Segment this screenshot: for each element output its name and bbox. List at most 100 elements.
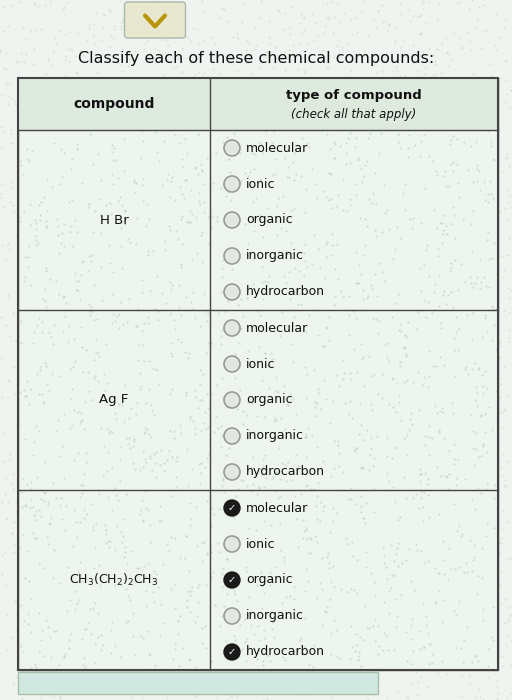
Point: [442, 174, 451, 185]
Point: [427, 602, 435, 613]
Point: [263, 129, 271, 140]
Point: [293, 513, 302, 524]
Point: [420, 69, 429, 80]
Point: [113, 444, 121, 455]
Point: [369, 405, 377, 416]
Point: [242, 667, 250, 678]
Point: [109, 178, 117, 190]
Point: [351, 445, 359, 456]
Point: [42, 352, 50, 363]
Point: [117, 580, 125, 591]
Point: [2, 580, 10, 591]
Point: [459, 656, 467, 667]
Point: [304, 468, 312, 479]
Point: [242, 187, 250, 198]
Point: [262, 652, 270, 663]
Point: [41, 0, 49, 10]
Point: [480, 433, 488, 444]
Point: [495, 537, 503, 548]
Point: [384, 25, 392, 36]
Point: [437, 580, 445, 591]
Point: [268, 292, 276, 303]
Point: [289, 304, 297, 316]
Text: organic: organic: [246, 573, 293, 587]
Point: [439, 176, 447, 187]
Point: [357, 164, 366, 175]
Point: [124, 615, 132, 626]
Point: [419, 530, 428, 541]
Point: [451, 249, 459, 260]
Point: [345, 329, 353, 340]
Point: [431, 562, 439, 573]
Point: [75, 187, 83, 198]
Point: [317, 608, 325, 620]
Point: [428, 584, 436, 596]
Point: [484, 226, 493, 237]
Point: [505, 325, 512, 336]
Point: [48, 447, 56, 458]
Point: [187, 36, 195, 47]
Point: [105, 41, 114, 52]
Point: [430, 535, 438, 546]
Point: [359, 635, 367, 646]
Point: [331, 401, 339, 412]
Point: [218, 324, 226, 335]
Point: [132, 652, 140, 664]
Point: [444, 60, 452, 71]
Point: [189, 22, 197, 33]
Point: [151, 126, 159, 137]
Point: [124, 590, 133, 601]
Point: [229, 491, 237, 503]
Point: [268, 473, 276, 484]
Point: [340, 8, 348, 19]
Point: [75, 275, 83, 286]
Point: [103, 424, 112, 435]
Point: [115, 653, 123, 664]
Point: [42, 216, 50, 227]
Point: [260, 624, 268, 636]
Point: [472, 189, 480, 200]
Point: [132, 414, 140, 426]
Point: [442, 181, 451, 192]
Point: [480, 26, 488, 37]
Point: [193, 38, 201, 49]
Point: [331, 138, 339, 149]
Point: [220, 655, 228, 666]
Point: [420, 223, 428, 234]
Point: [482, 118, 490, 129]
Point: [328, 506, 336, 517]
Point: [395, 640, 403, 651]
Point: [229, 179, 238, 190]
Point: [186, 478, 194, 489]
Point: [479, 396, 487, 407]
Point: [89, 88, 97, 99]
Point: [4, 98, 12, 109]
Point: [328, 202, 336, 214]
Point: [309, 607, 317, 618]
Point: [470, 560, 478, 571]
Point: [388, 622, 396, 634]
Point: [264, 463, 272, 474]
Point: [484, 197, 492, 208]
Point: [200, 288, 208, 300]
Point: [22, 636, 30, 647]
Point: [69, 240, 77, 251]
Point: [221, 153, 229, 164]
Point: [349, 663, 357, 674]
Point: [231, 348, 239, 359]
Point: [449, 130, 457, 141]
Point: [163, 176, 172, 188]
Point: [40, 650, 48, 662]
Point: [136, 380, 144, 391]
Point: [432, 212, 440, 223]
Point: [281, 375, 289, 386]
Point: [279, 102, 287, 113]
Point: [499, 660, 507, 671]
Point: [303, 383, 311, 394]
Point: [124, 414, 132, 426]
Point: [255, 673, 263, 684]
Point: [92, 206, 100, 218]
Point: [296, 298, 305, 309]
Point: [452, 610, 460, 621]
Point: [455, 32, 463, 43]
